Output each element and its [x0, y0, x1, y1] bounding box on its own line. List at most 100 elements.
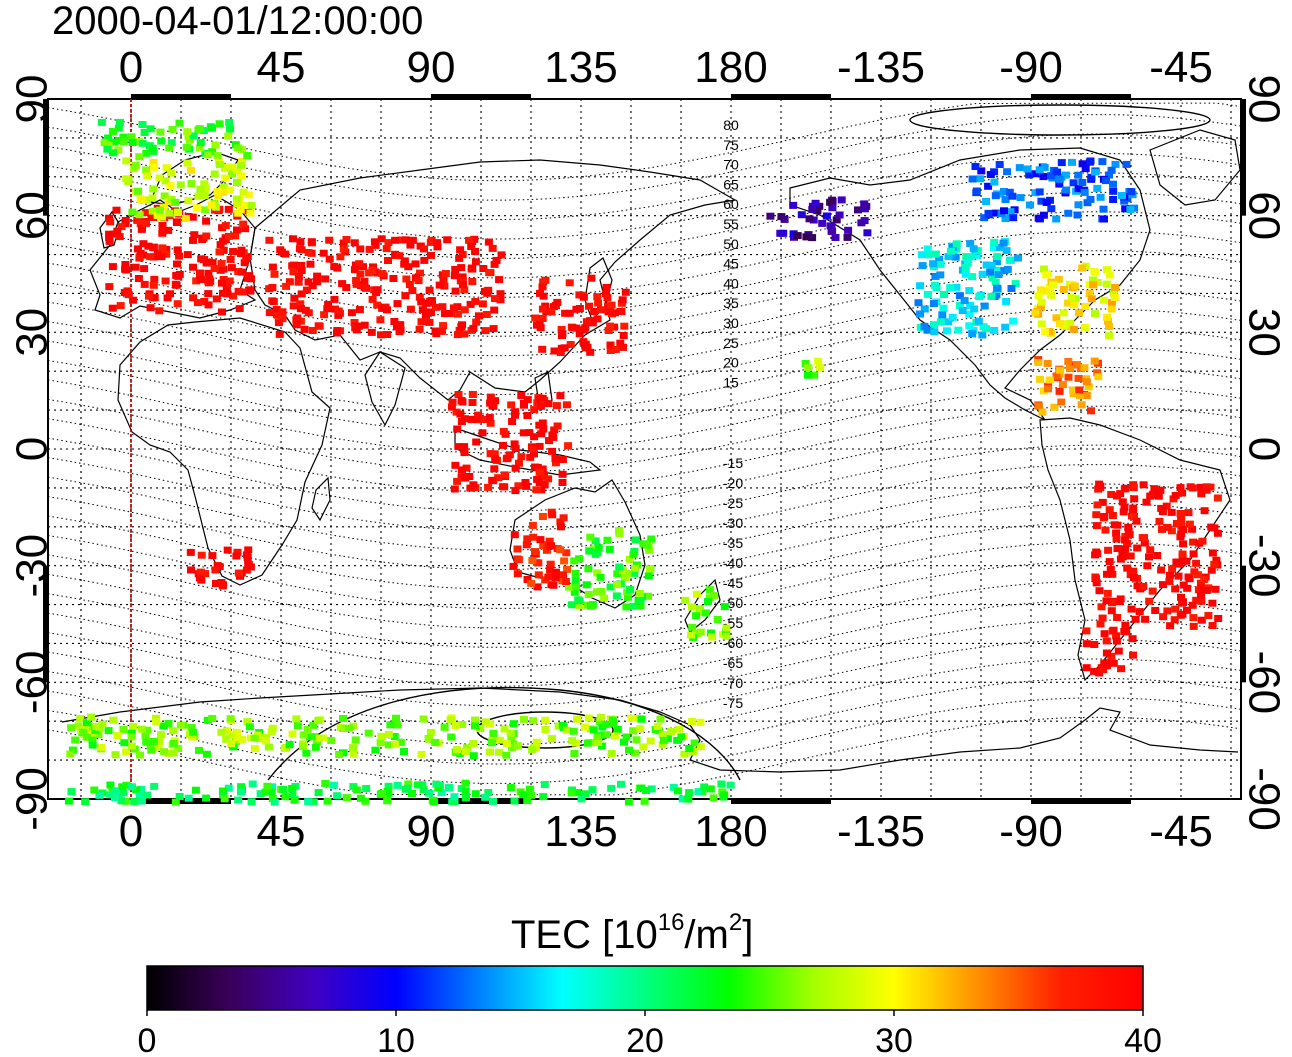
tec-pixel	[629, 727, 638, 735]
tec-pixel	[1042, 271, 1051, 279]
tec-pixel	[805, 215, 814, 223]
tec-pixel	[158, 244, 167, 252]
tec-pixel	[76, 715, 85, 723]
tec-pixel	[515, 459, 523, 467]
maglat-label: 80	[723, 117, 739, 133]
tec-pixel	[427, 309, 435, 317]
tec-pixel	[968, 273, 977, 281]
tec-pixel	[164, 226, 173, 234]
colorbar-tick-label: 30	[875, 1022, 913, 1057]
tec-pixel	[467, 243, 476, 250]
tec-pixel	[124, 291, 133, 299]
tec-pixel	[200, 298, 209, 305]
tec-pixel	[639, 743, 648, 751]
tec-pixel	[384, 741, 393, 749]
tec-pixel	[1110, 294, 1119, 301]
tec-pixel	[540, 781, 549, 788]
longitude-tick-label-bottom: 0	[119, 807, 143, 856]
maglat-contour	[47, 386, 1241, 473]
tec-pixel	[210, 265, 219, 272]
tec-pixel	[1176, 484, 1185, 492]
maglat-contour	[47, 561, 1241, 648]
tec-pixel	[1185, 520, 1194, 528]
maglat-contour	[47, 405, 1241, 493]
tec-pixel	[987, 262, 996, 269]
tec-pixel	[105, 214, 113, 222]
tec-pixel	[231, 232, 240, 240]
tec-pixel	[646, 737, 655, 745]
tec-pixel	[351, 736, 360, 744]
tec-pixel	[1059, 309, 1068, 317]
tec-pixel	[1129, 504, 1138, 512]
tec-pixel	[108, 263, 117, 271]
tec-pixel	[707, 629, 715, 637]
tec-pixel	[342, 794, 351, 802]
tec-pixel	[223, 546, 232, 554]
tec-pixel	[1179, 526, 1188, 534]
tec-pixel	[311, 743, 320, 751]
tec-pixel	[961, 264, 970, 271]
tec-pixel	[471, 248, 480, 255]
tec-pixel	[1124, 523, 1133, 531]
tec-pixel	[946, 247, 955, 255]
tec-pixel	[439, 322, 448, 330]
tec-pixel	[134, 187, 143, 195]
tec-pixel	[982, 261, 991, 269]
tec-pixel	[1171, 605, 1180, 613]
tec-pixel	[262, 737, 270, 745]
tec-pixel	[1087, 407, 1095, 415]
tec-pixel	[239, 188, 248, 196]
tec-pixel	[536, 402, 545, 410]
tec-pixel	[135, 254, 144, 262]
tec-pixel	[558, 330, 567, 338]
tec-pixel	[153, 211, 162, 219]
tec-pixel	[227, 264, 236, 272]
tec-pixel	[490, 465, 499, 473]
tec-pixel	[826, 198, 835, 206]
tec-pixel	[160, 748, 169, 756]
tec-pixel	[936, 271, 945, 279]
tec-pixel	[507, 733, 516, 741]
tec-pixel	[570, 750, 579, 757]
tec-pixel	[630, 569, 639, 577]
tec-pixel	[113, 227, 122, 235]
tec-pixel	[437, 327, 446, 335]
tec-pixel	[237, 172, 246, 180]
tec-pixel	[1011, 280, 1020, 288]
tec-pixel	[1089, 276, 1097, 284]
tec-pixel	[620, 574, 629, 581]
tec-pixel	[1133, 544, 1142, 552]
tec-pixel	[468, 399, 477, 406]
tec-pixel	[565, 309, 574, 317]
tec-pixel	[368, 295, 377, 303]
tec-pixel	[400, 748, 408, 755]
tec-pixel	[528, 746, 537, 754]
tec-pixel	[396, 326, 405, 334]
tec-pixel	[349, 744, 357, 752]
tec-pixel	[256, 790, 265, 798]
tec-pixel	[1036, 303, 1045, 311]
tec-pixel	[148, 207, 157, 215]
tec-pixel	[500, 725, 509, 733]
tec-pixel	[562, 726, 571, 734]
tec-pixel	[507, 401, 516, 409]
tec-pixel	[1146, 546, 1155, 554]
tec-pixel	[383, 797, 392, 805]
tec-pixel	[605, 545, 614, 553]
tec-pixel	[548, 431, 557, 439]
tec-pixel	[1041, 328, 1050, 336]
maglat-contour	[47, 102, 1241, 182]
tec-pixel	[1099, 205, 1108, 213]
tec-pixel	[696, 628, 705, 636]
tec-pixel	[377, 790, 386, 797]
tec-pixel	[250, 734, 259, 742]
tec-pixel	[539, 425, 548, 433]
tec-pixel	[485, 413, 494, 421]
tec-pixel	[165, 144, 174, 152]
tec-pixel	[1082, 627, 1091, 635]
tec-pixel	[642, 541, 651, 549]
tec-pixel	[567, 789, 576, 797]
tec-pixel	[618, 296, 627, 304]
tec-pixel	[1129, 484, 1138, 492]
tec-pixel	[208, 259, 217, 267]
